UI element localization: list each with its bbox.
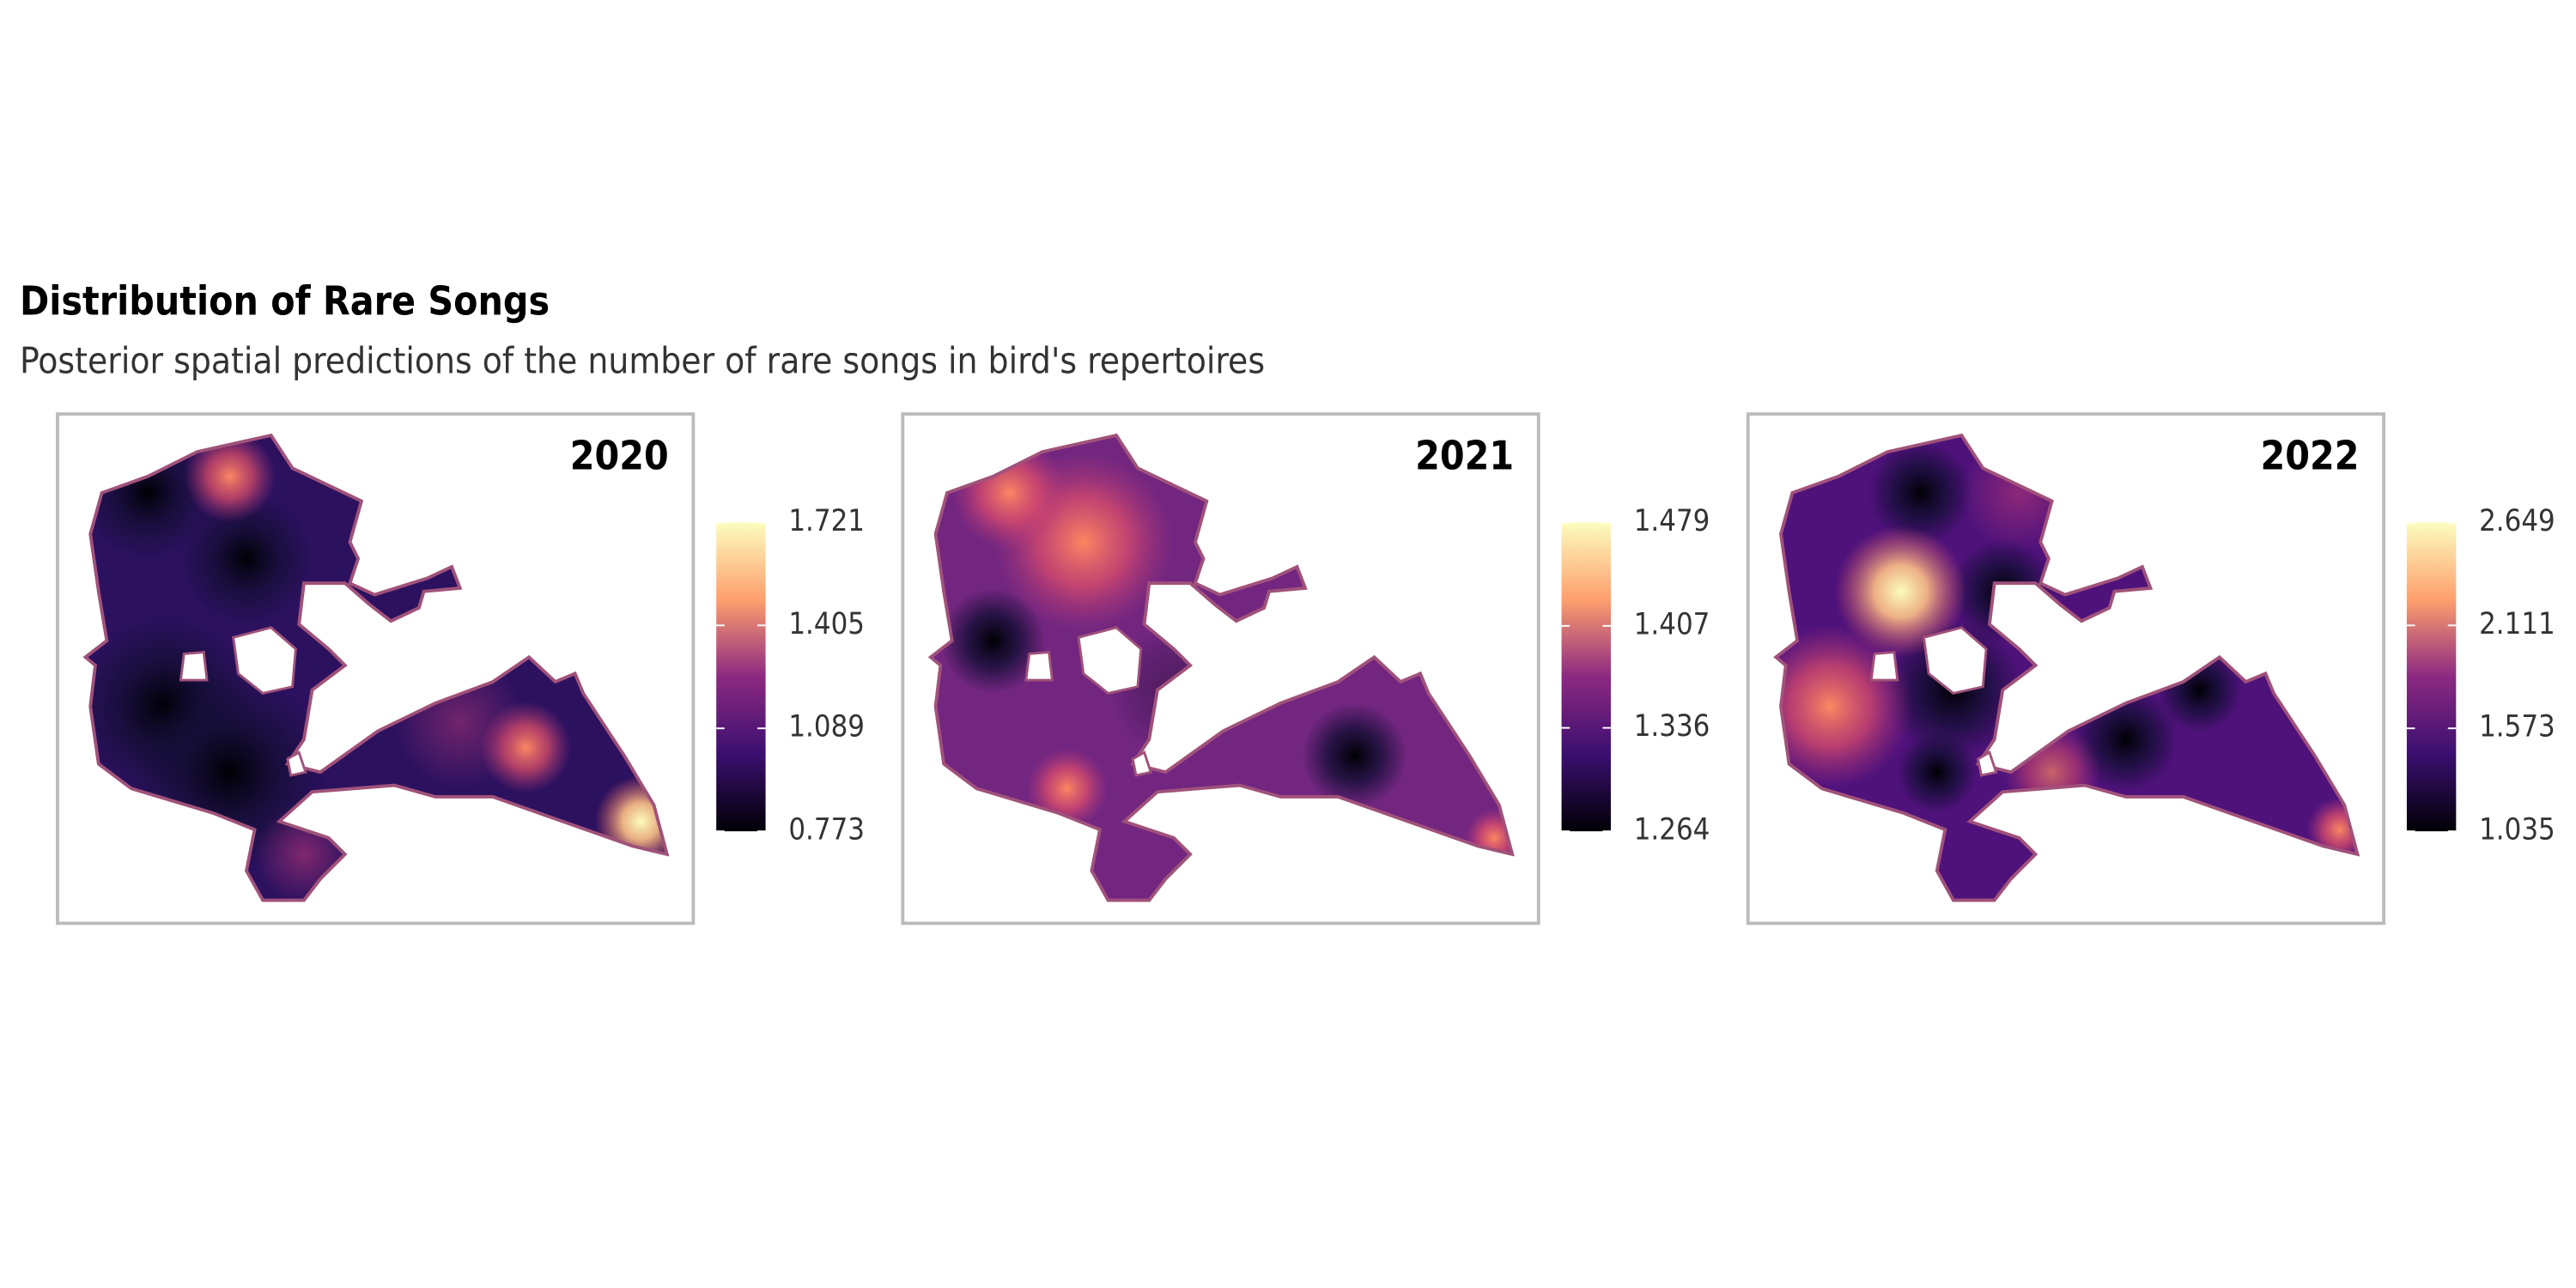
title: Distribution of Rare Songs xyxy=(20,277,550,324)
panel-frame xyxy=(901,412,1540,926)
islet xyxy=(286,750,307,777)
lake xyxy=(1922,626,1988,695)
lake xyxy=(1024,651,1054,682)
colorbar-tick-label: 0.773 xyxy=(788,813,865,848)
colorbar-tick-label: 1.721 xyxy=(788,504,865,538)
map-surface xyxy=(930,435,1513,901)
panel: 2021 1.264 1.336 1.407 1.479 xyxy=(901,412,1710,926)
panel: 2022 1.035 1.573 2.111 2.649 xyxy=(1746,412,2555,926)
lake xyxy=(232,626,297,695)
land-details xyxy=(1774,434,2360,902)
colorbar-tick-label: 1.405 xyxy=(788,607,865,641)
panel-label: 2020 xyxy=(570,432,669,478)
colorbar xyxy=(1561,522,1611,832)
panel-label: 2021 xyxy=(1415,432,1514,478)
land-details xyxy=(83,434,669,902)
colorbar-tick-label: 1.407 xyxy=(1634,607,1710,641)
panel: 2020 0.773 1.089 1.405 1.721 xyxy=(56,412,865,926)
panel-frame xyxy=(1746,412,2386,926)
colorbar-tick-label: 1.336 xyxy=(1634,709,1710,744)
map-surface xyxy=(1776,435,2358,901)
colorbar-tick-label: 1.089 xyxy=(788,710,865,744)
colorbar-tick-label: 1.035 xyxy=(2479,813,2555,848)
colorbar-tick-label: 1.264 xyxy=(1634,813,1710,848)
panel-label: 2022 xyxy=(2260,432,2359,478)
panel-frame xyxy=(56,412,696,926)
map-surface xyxy=(85,435,667,901)
colorbar-tick-label: 1.573 xyxy=(2479,710,2555,744)
colorbar-tick-label: 2.649 xyxy=(2479,504,2555,538)
colorbar xyxy=(2406,522,2457,832)
colorbar-tick-label: 1.479 xyxy=(1634,504,1710,538)
lake xyxy=(179,651,209,682)
land-details xyxy=(928,434,1515,902)
islet xyxy=(1131,750,1153,777)
lake xyxy=(1869,651,1899,682)
colorbar-tick-label: 2.111 xyxy=(2479,607,2555,641)
islet xyxy=(1976,750,1998,777)
colorbar xyxy=(716,522,766,832)
subtitle: Posterior spatial predictions of the num… xyxy=(20,339,1265,381)
lake xyxy=(1077,626,1143,695)
